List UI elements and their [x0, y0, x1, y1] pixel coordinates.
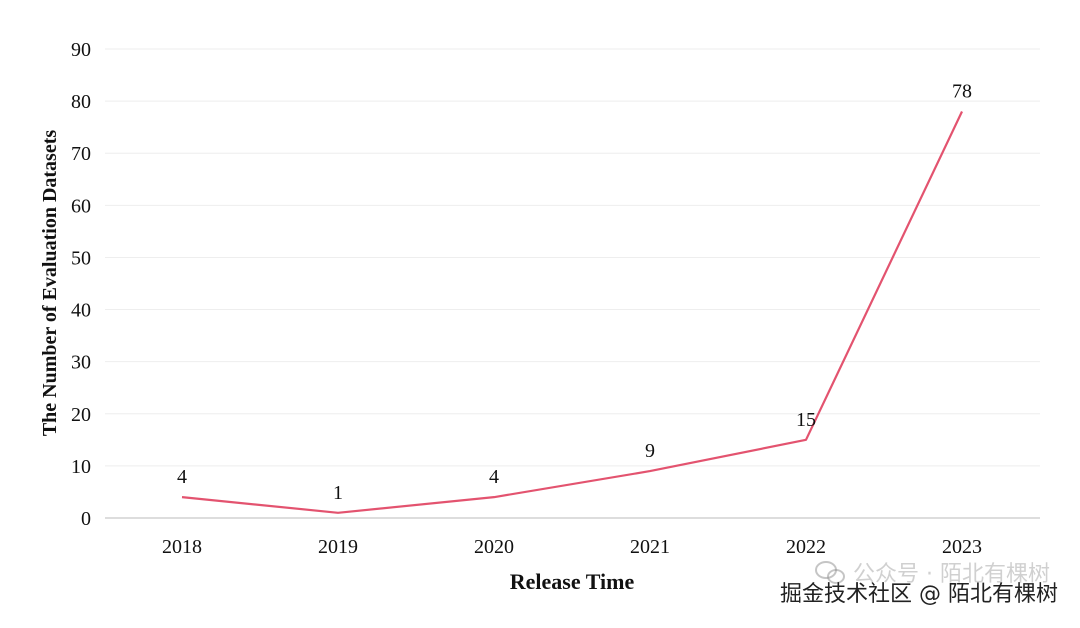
data-label: 9: [645, 440, 655, 462]
data-label: 1: [333, 482, 343, 504]
x-tick-label: 2022: [786, 536, 826, 558]
y-tick-label: 10: [71, 456, 91, 478]
series-group: [181, 111, 963, 514]
watermark: 掘金技术社区 @ 陌北有棵树: [780, 582, 1058, 607]
x-tick-label: 2023: [942, 536, 982, 558]
x-tick-label: 2021: [630, 536, 670, 558]
y-tick-label: 40: [71, 300, 91, 322]
y-tick-label: 70: [71, 143, 91, 165]
data-label: 4: [489, 466, 499, 488]
data-label: 15: [796, 409, 816, 431]
wechat-icon: [815, 561, 846, 584]
x-tick-label: 2018: [162, 536, 202, 558]
x-tick-label: 2019: [318, 536, 358, 558]
y-tick-label: 0: [81, 508, 91, 530]
watermark-faint: 公众号 · 陌北有棵树: [815, 556, 1050, 588]
y-tick-label: 80: [71, 91, 91, 113]
x-axis-title: Release Time: [510, 569, 635, 594]
y-tick-label: 60: [71, 195, 91, 217]
x-tick-label: 2020: [474, 536, 514, 558]
y-tick-label: 30: [71, 352, 91, 374]
grid-lines: [105, 48, 1040, 467]
y-axis-ticks: 0 10 20 30 40 50 60 70 80 90: [71, 39, 91, 530]
data-label: 78: [952, 81, 972, 103]
data-labels: 4 1 4 9 15 78: [177, 81, 972, 504]
y-tick-label: 90: [71, 39, 91, 61]
x-axis-ticks: 2018 2019 2020 2021 2022 2023: [162, 536, 982, 558]
y-tick-label: 20: [71, 404, 91, 426]
watermark-faint-text: 公众号 · 陌北有棵树: [853, 562, 1050, 587]
data-label: 4: [177, 466, 187, 488]
series-line: [181, 111, 963, 514]
y-tick-label: 50: [71, 247, 91, 269]
y-axis-title: The Number of Evaluation Datasets: [39, 130, 61, 437]
